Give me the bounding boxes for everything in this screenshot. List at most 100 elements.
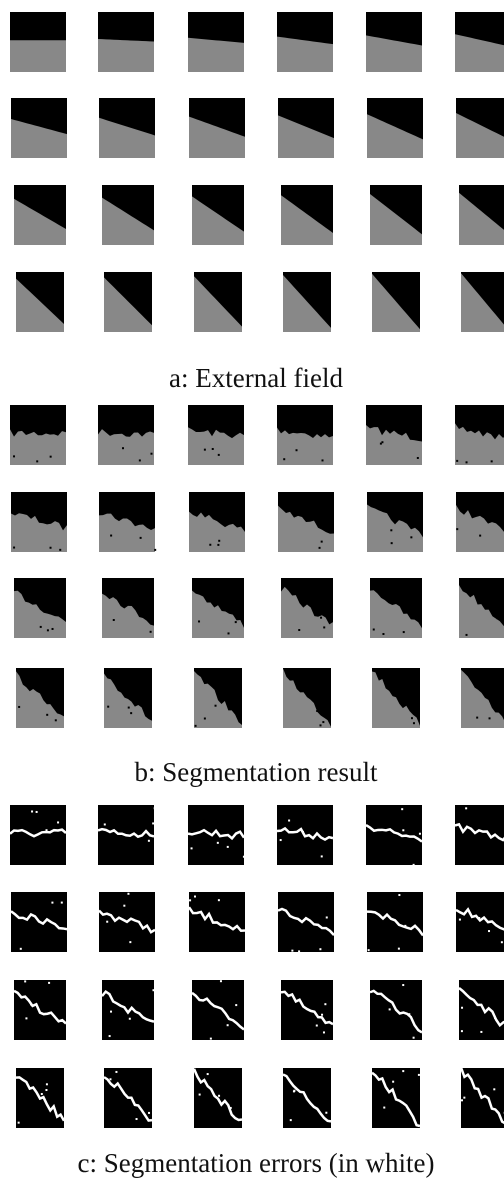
noise: [367, 949, 370, 952]
noise: [478, 917, 481, 920]
region: [194, 671, 242, 728]
noise: [493, 1088, 496, 1091]
noise: [408, 1013, 411, 1016]
region: [10, 40, 66, 72]
noise: [479, 534, 482, 537]
region: [10, 429, 66, 465]
region: [456, 113, 504, 158]
noise: [456, 528, 459, 531]
noise: [412, 863, 415, 866]
region: [14, 590, 66, 638]
noise: [456, 459, 459, 462]
noise: [190, 847, 193, 850]
error-line: [187, 906, 246, 933]
noise: [321, 459, 324, 462]
noise: [107, 705, 110, 708]
region: [370, 590, 422, 638]
region: [277, 36, 333, 72]
noise: [46, 629, 49, 632]
noise: [226, 1024, 229, 1027]
noise: [40, 1093, 43, 1096]
noise: [320, 855, 323, 858]
noise: [404, 924, 407, 927]
noise: [412, 722, 415, 725]
noise: [235, 1004, 238, 1007]
noise: [416, 456, 419, 459]
error-line: [9, 828, 67, 838]
noise: [401, 808, 404, 811]
region: [461, 273, 504, 332]
noise: [129, 941, 132, 944]
noise: [417, 1073, 420, 1076]
error-line: [187, 828, 246, 841]
noise: [288, 819, 291, 822]
noise: [150, 452, 153, 455]
tile: [366, 805, 422, 865]
region: [277, 427, 333, 465]
noise: [298, 950, 301, 953]
region: [188, 427, 244, 465]
noise: [110, 534, 113, 537]
noise: [402, 984, 405, 987]
noise: [54, 719, 57, 722]
region: [459, 192, 504, 245]
tile: [459, 980, 504, 1040]
noise: [279, 839, 282, 842]
noise: [154, 548, 157, 551]
noise: [325, 1111, 328, 1114]
error-line: [13, 989, 67, 1025]
noise: [291, 949, 294, 952]
noise: [219, 980, 222, 983]
noise: [217, 543, 220, 546]
error-line: [454, 822, 504, 842]
error-line: [458, 987, 504, 1028]
region: [98, 429, 154, 465]
noise: [45, 1083, 48, 1086]
noise: [322, 1031, 325, 1034]
noise: [320, 616, 323, 619]
region: [366, 425, 422, 465]
error-line: [98, 909, 156, 934]
tile: [192, 980, 244, 1040]
region: [99, 513, 155, 552]
caption: a: External field: [169, 363, 343, 393]
noise: [227, 632, 230, 635]
noise: [461, 1099, 464, 1102]
noise: [115, 1070, 118, 1073]
noise: [214, 704, 217, 707]
noise: [458, 918, 461, 921]
noise: [402, 1070, 405, 1073]
error-line: [459, 1067, 504, 1125]
error-line: [369, 989, 423, 1034]
noise: [209, 543, 212, 546]
noise: [218, 539, 221, 542]
noise: [48, 981, 51, 984]
noise: [143, 616, 146, 619]
noise: [293, 1089, 296, 1092]
noise: [322, 721, 325, 724]
region: [104, 673, 152, 728]
noise: [298, 629, 301, 632]
noise: [49, 455, 52, 458]
noise: [372, 628, 375, 631]
noise: [410, 536, 413, 539]
noise: [331, 528, 334, 531]
region: [192, 590, 244, 638]
noise: [217, 453, 220, 456]
noise: [59, 548, 62, 551]
error-line: [101, 989, 155, 1023]
noise: [283, 458, 286, 461]
error-line: [282, 1073, 332, 1123]
noise: [410, 717, 413, 720]
region: [194, 276, 242, 332]
noise: [39, 625, 42, 628]
noise: [465, 807, 468, 810]
region: [366, 35, 422, 72]
noise: [203, 448, 206, 451]
noise: [128, 1017, 131, 1020]
noise: [488, 717, 491, 720]
noise: [110, 1010, 113, 1013]
noise: [390, 542, 393, 545]
noise: [51, 627, 54, 630]
error-line: [97, 827, 155, 839]
